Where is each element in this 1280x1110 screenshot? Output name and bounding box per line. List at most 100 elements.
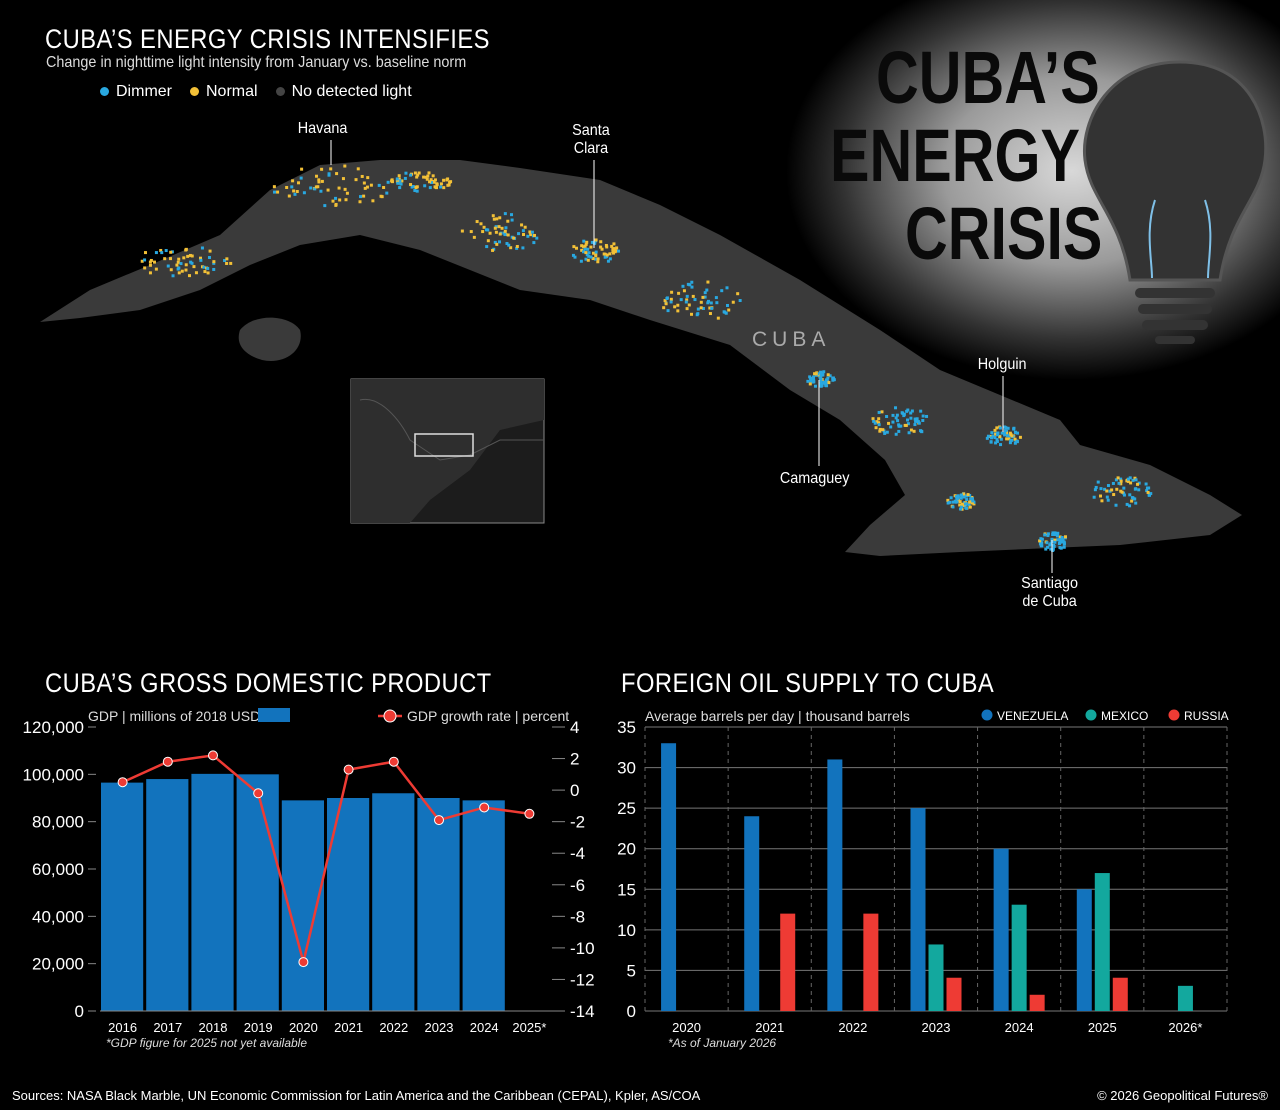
light-pixel [481,230,485,234]
light-pixel [665,297,669,301]
light-pixel [874,426,878,430]
light-pixel [903,423,907,427]
light-pixel [504,226,508,230]
light-pixel [676,309,680,313]
light-pixel [705,288,709,292]
light-pixel [285,185,289,189]
light-pixel [290,185,294,189]
light-pixel [571,253,575,257]
light-pixel [811,376,815,380]
light-pixel [608,257,612,261]
light-pixel [590,240,594,244]
growth-point [253,788,264,799]
light-pixel [901,411,905,415]
light-pixel [828,374,832,378]
light-pixel [291,179,295,183]
light-pixel [1100,499,1104,503]
light-pixel [958,500,962,504]
oil-bar-mexico [1011,904,1027,1011]
light-pixel [991,434,995,438]
growth-point [479,802,490,813]
x-tick-label: 2021 [334,1020,363,1035]
light-pixel [1003,433,1007,437]
light-pixel [140,259,144,263]
light-pixel [685,294,689,298]
light-pixel [946,501,950,505]
light-pixel [1053,540,1057,544]
light-pixel [871,417,875,421]
light-pixel [366,176,370,180]
light-pixel [1126,477,1130,481]
light-pixel [512,236,516,240]
light-pixel [1062,545,1066,549]
light-pixel [528,230,532,234]
light-pixel [344,198,348,202]
light-pixel [188,253,192,257]
light-pixel [190,261,194,265]
light-pixel [875,420,879,424]
legend-label: RUSSIA [1184,709,1229,723]
oil-bar-venezuela [827,759,843,1011]
light-pixel [154,251,158,255]
light-pixel [343,164,347,168]
light-pixel [907,431,911,435]
right-tick-label: 2 [570,750,579,769]
light-pixel [995,426,999,430]
light-pixel [417,171,421,175]
light-pixel [425,177,429,181]
light-pixel [225,257,229,261]
y-tick-label: 0 [627,1002,636,1021]
light-pixel [999,437,1003,441]
light-pixel [143,258,147,262]
light-pixel [1013,430,1017,434]
light-pixel [1128,504,1132,508]
light-pixel [902,412,906,416]
light-pixel [605,253,609,257]
light-pixel [589,245,593,249]
light-pixel [413,188,417,192]
oil-bar-russia [946,977,962,1011]
light-pixel [164,249,168,253]
light-pixel [1125,502,1129,506]
light-pixel [596,260,600,264]
light-pixel [703,295,707,299]
light-pixel [954,495,958,499]
light-pixel [148,260,152,264]
light-pixel [1062,540,1066,544]
light-pixel [503,212,507,216]
light-pixel [413,171,417,175]
light-pixel [302,191,306,195]
light-pixel [995,433,999,437]
right-tick-label: -14 [570,1002,595,1021]
light-pixel [472,235,476,239]
light-pixel [1045,541,1049,545]
light-pixel [971,499,975,503]
light-pixel [617,249,621,253]
light-pixel [293,192,297,196]
growth-point [524,808,535,819]
right-tick-label: -2 [570,813,585,832]
light-pixel [1119,479,1123,483]
light-pixel [612,242,616,246]
gdp-bar [191,773,234,1011]
legend-item-normal: Normal [190,83,258,101]
x-tick-label: 2022 [838,1020,867,1035]
light-pixel [580,248,584,252]
light-pixel [894,416,898,420]
light-pixel [822,381,826,385]
light-pixel [670,290,674,294]
y-tick-label: 35 [617,718,636,737]
growth-point [343,764,354,775]
light-pixel [573,255,577,259]
light-pixel [1038,539,1042,543]
light-pixel [1119,477,1123,481]
light-pixel [913,417,917,421]
x-tick-label: 2024 [1005,1020,1034,1035]
light-pixel [427,171,431,175]
light-pixel [1012,427,1016,431]
map-subtitle: Change in nighttime light intensity from… [46,54,467,71]
light-pixel [184,268,188,272]
light-pixel [148,263,152,267]
light-pixel [502,231,506,235]
light-pixel [159,248,163,252]
